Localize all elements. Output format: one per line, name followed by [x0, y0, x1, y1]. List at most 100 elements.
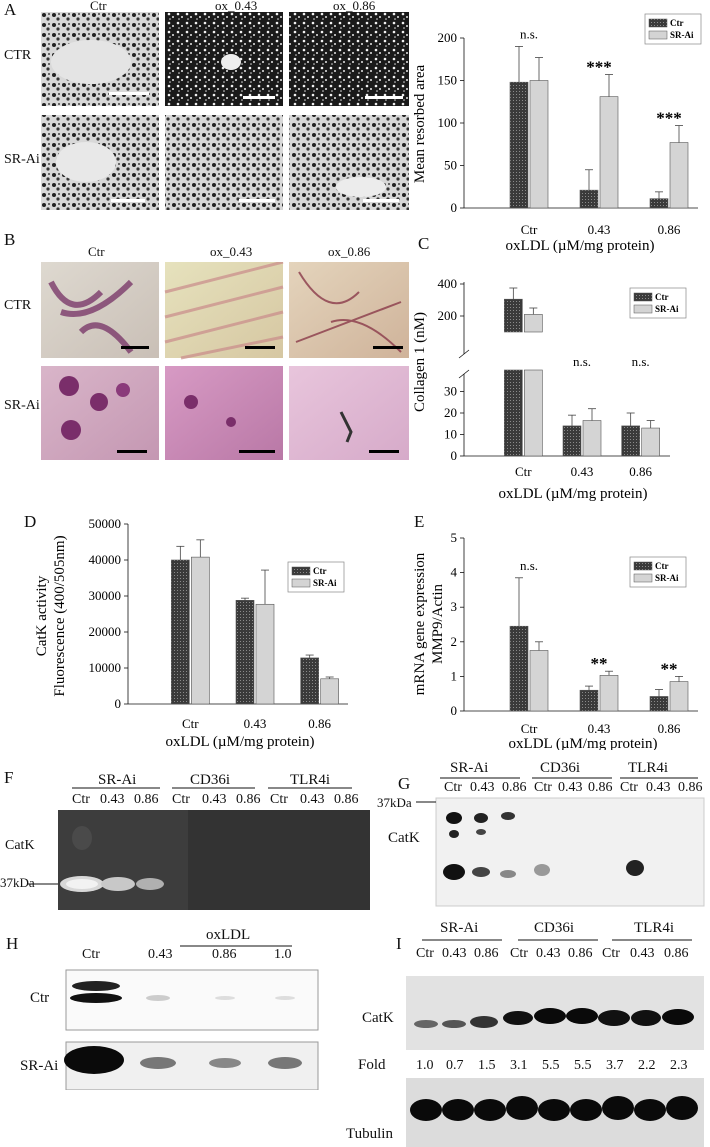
legend-label: SR-Ai — [655, 304, 679, 314]
lane-label: Ctr — [416, 946, 434, 961]
legend-swatch — [633, 304, 653, 314]
panel-letter-f: F — [4, 768, 14, 787]
panel-letter-e: E — [414, 512, 425, 531]
panel-letter-h: H — [6, 934, 19, 953]
y-tick-label: 50000 — [89, 516, 122, 531]
significance-label: n.s. — [520, 558, 538, 573]
y-tick-label: 50 — [444, 158, 457, 173]
blot-i — [406, 939, 704, 1147]
legend-swatch — [291, 566, 311, 576]
lane-label: Ctr — [72, 792, 90, 807]
legend-label: SR-Ai — [313, 578, 337, 588]
y-tick-label: 2 — [451, 634, 458, 649]
blot-f — [28, 787, 370, 910]
lane-label: 0.43 — [536, 946, 561, 961]
bar — [191, 556, 210, 705]
bar — [504, 369, 523, 457]
x-tick-label: Ctr — [521, 721, 538, 736]
fold-value: 1.0 — [416, 1058, 434, 1073]
x-tick-label: 0.43 — [588, 721, 611, 736]
lane-label: Ctr — [534, 780, 552, 795]
chart-e-mmp9-expression: 0 1 2 3 4 5 Ctr n.s. 0.43 ** 0.86 ** oxLDL (µM/mg pr… — [412, 530, 698, 750]
y-tick-label: 200 — [438, 30, 458, 45]
mw-marker: 37kDa — [0, 875, 35, 890]
y-axis-title: mRNA gene expression — [412, 552, 428, 695]
legend-swatch — [291, 578, 311, 588]
legend-swatch — [633, 561, 653, 571]
row-label: CTR — [4, 298, 32, 313]
fold-value: 3.7 — [606, 1058, 624, 1073]
y-tick-label: 3 — [451, 599, 458, 614]
bar — [579, 689, 599, 712]
panel-letter-d: D — [24, 512, 37, 531]
panel-letter-g: G — [398, 774, 411, 793]
lane-label: 0.86 — [212, 947, 237, 962]
significance-label: ** — [661, 659, 678, 678]
x-axis-title: oxLDL (µM/mg protein) — [499, 486, 648, 502]
lane-label: 1.0 — [274, 947, 292, 962]
blot-h — [64, 945, 319, 1090]
micrograph-b-ox086-srai — [289, 366, 409, 460]
lane-label: 0.86 — [236, 792, 261, 807]
lane-label: 0.86 — [334, 792, 359, 807]
axis-break — [458, 349, 470, 359]
lane-label: Ctr — [602, 946, 620, 961]
y-tick-label: 1 — [451, 668, 458, 683]
x-tick-label: Ctr — [515, 464, 532, 479]
lane-label: 0.86 — [474, 946, 499, 961]
lane-label: 0.43 — [630, 946, 655, 961]
micrograph-ctr-srai — [41, 115, 159, 210]
x-tick-label: 0.86 — [658, 721, 681, 736]
bar — [599, 675, 619, 712]
y-tick-label: 30 — [444, 384, 457, 399]
row-label: SR-Ai — [4, 398, 40, 413]
y-axis-title: CatK activity — [34, 575, 50, 656]
collagen-micrographs — [41, 262, 409, 460]
col-label: ox_0.86 — [333, 0, 376, 13]
group-label: TLR4i — [634, 920, 674, 936]
micrograph-b-ctr-ctr — [41, 262, 159, 358]
x-tick-label: 0.43 — [244, 716, 267, 731]
bar — [171, 559, 190, 705]
significance-label: *** — [656, 109, 682, 128]
lane-label: Ctr — [444, 780, 462, 795]
lane-label: 0.43 — [558, 780, 583, 795]
y-tick-label: 400 — [438, 276, 458, 291]
blot-g — [416, 777, 705, 907]
chart-d-catk-activity: 0 10000 20000 30000 40000 50000 Ctr 0.43 0.86 oxL… — [34, 516, 348, 750]
lane-label: 0.43 — [148, 947, 173, 962]
fold-value: 3.1 — [510, 1058, 528, 1073]
fold-value: 5.5 — [542, 1058, 560, 1073]
bar — [235, 600, 255, 705]
micrograph-b-ox043-ctr — [164, 262, 284, 360]
chart-c-collagen: 0 10 20 30 200 400 Ctr 0.43 n.s. 0.86 n.s. oxLDL (µ… — [412, 276, 687, 502]
micrograph-ox043-srai — [165, 115, 283, 210]
row-label: Ctr — [30, 990, 50, 1006]
lane-label: 0.86 — [664, 946, 689, 961]
fold-value: 2.3 — [670, 1058, 688, 1073]
loading-control-label: Tubulin — [346, 1126, 393, 1142]
x-tick-label: 0.43 — [571, 464, 594, 479]
axis-break — [458, 369, 470, 379]
significance-label: ** — [591, 654, 608, 673]
panel-letter-b: B — [4, 230, 16, 249]
legend-swatch — [633, 292, 653, 302]
y-axis-title: Fluorescence (400/505nm) — [52, 535, 68, 696]
lane-label: Ctr — [510, 946, 528, 961]
group-label: CD36i — [190, 772, 231, 788]
x-axis-title: oxLDL (µM/mg protein) — [509, 736, 658, 750]
legend-label: SR-Ai — [670, 30, 694, 40]
lane-label: Ctr — [172, 792, 190, 807]
bar — [641, 427, 660, 457]
fold-value: 0.7 — [446, 1058, 464, 1073]
col-label: Ctr — [88, 244, 105, 259]
lane-label: 0.43 — [202, 792, 227, 807]
band-label: CatK — [5, 838, 35, 853]
row-label: SR-Ai — [4, 152, 40, 167]
band-label: CatK — [388, 830, 420, 846]
group-label: oxLDL — [206, 927, 251, 943]
lane-label: 0.43 — [646, 780, 671, 795]
lane-label: 0.43 — [300, 792, 325, 807]
bar — [255, 603, 275, 705]
significance-label: n.s. — [632, 354, 650, 369]
